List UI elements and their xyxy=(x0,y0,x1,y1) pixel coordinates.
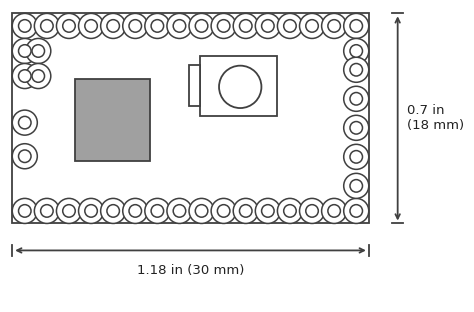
Circle shape xyxy=(350,93,363,105)
Circle shape xyxy=(211,198,236,223)
Circle shape xyxy=(350,64,363,76)
Circle shape xyxy=(350,20,363,32)
Circle shape xyxy=(12,198,37,223)
Circle shape xyxy=(26,64,51,89)
Circle shape xyxy=(79,198,104,223)
Circle shape xyxy=(255,198,281,223)
Circle shape xyxy=(283,20,296,32)
Circle shape xyxy=(12,38,37,64)
Circle shape xyxy=(32,45,45,57)
Circle shape xyxy=(344,173,369,198)
Circle shape xyxy=(262,205,274,217)
Circle shape xyxy=(218,20,230,32)
Circle shape xyxy=(322,198,346,223)
Circle shape xyxy=(100,198,126,223)
Circle shape xyxy=(344,38,369,64)
Circle shape xyxy=(350,151,363,163)
Circle shape xyxy=(344,13,369,38)
Circle shape xyxy=(189,198,214,223)
Circle shape xyxy=(129,205,142,217)
Circle shape xyxy=(277,198,302,223)
Bar xyxy=(12,13,369,223)
Circle shape xyxy=(195,205,208,217)
Circle shape xyxy=(79,13,104,38)
Circle shape xyxy=(34,198,59,223)
Circle shape xyxy=(145,198,170,223)
Circle shape xyxy=(18,205,31,217)
Circle shape xyxy=(300,13,325,38)
Text: 0.7 in
(18 mm): 0.7 in (18 mm) xyxy=(407,105,465,132)
Circle shape xyxy=(344,86,369,111)
Circle shape xyxy=(189,13,214,38)
Circle shape xyxy=(239,20,252,32)
Circle shape xyxy=(26,38,51,64)
Circle shape xyxy=(328,205,340,217)
Circle shape xyxy=(34,13,59,38)
Circle shape xyxy=(129,20,142,32)
Circle shape xyxy=(41,205,53,217)
Circle shape xyxy=(277,13,302,38)
Circle shape xyxy=(233,13,258,38)
Circle shape xyxy=(300,198,325,223)
Circle shape xyxy=(262,20,274,32)
Circle shape xyxy=(218,205,230,217)
Circle shape xyxy=(219,66,262,108)
Circle shape xyxy=(18,70,31,82)
Circle shape xyxy=(195,20,208,32)
Circle shape xyxy=(100,13,126,38)
Circle shape xyxy=(56,13,82,38)
Circle shape xyxy=(107,205,119,217)
Circle shape xyxy=(167,13,192,38)
Circle shape xyxy=(18,20,31,32)
Circle shape xyxy=(344,144,369,169)
Circle shape xyxy=(306,205,319,217)
Circle shape xyxy=(145,13,170,38)
Circle shape xyxy=(344,115,369,140)
Circle shape xyxy=(12,64,37,89)
Circle shape xyxy=(350,45,363,57)
Circle shape xyxy=(350,205,363,217)
Circle shape xyxy=(123,198,148,223)
Circle shape xyxy=(350,180,363,192)
Circle shape xyxy=(350,122,363,134)
Circle shape xyxy=(18,45,31,57)
Circle shape xyxy=(85,205,97,217)
Circle shape xyxy=(283,205,296,217)
Circle shape xyxy=(151,20,164,32)
Circle shape xyxy=(233,198,258,223)
Circle shape xyxy=(107,20,119,32)
Circle shape xyxy=(41,20,53,32)
Circle shape xyxy=(255,13,281,38)
Circle shape xyxy=(56,198,82,223)
Circle shape xyxy=(211,13,236,38)
Circle shape xyxy=(18,150,31,163)
Text: 1.18 in (30 mm): 1.18 in (30 mm) xyxy=(137,264,244,277)
Circle shape xyxy=(32,70,45,82)
Bar xyxy=(189,66,200,106)
Bar xyxy=(75,79,150,161)
Circle shape xyxy=(344,57,369,82)
Circle shape xyxy=(239,205,252,217)
Circle shape xyxy=(123,13,148,38)
Circle shape xyxy=(173,205,186,217)
Circle shape xyxy=(306,20,319,32)
Circle shape xyxy=(12,13,37,38)
Circle shape xyxy=(85,20,97,32)
Circle shape xyxy=(322,13,346,38)
Circle shape xyxy=(63,205,75,217)
Circle shape xyxy=(151,205,164,217)
Circle shape xyxy=(18,116,31,129)
Circle shape xyxy=(344,198,369,223)
Circle shape xyxy=(328,20,340,32)
Bar xyxy=(200,56,277,115)
Circle shape xyxy=(173,20,186,32)
Circle shape xyxy=(63,20,75,32)
Circle shape xyxy=(167,198,192,223)
Circle shape xyxy=(12,144,37,169)
Circle shape xyxy=(12,110,37,135)
